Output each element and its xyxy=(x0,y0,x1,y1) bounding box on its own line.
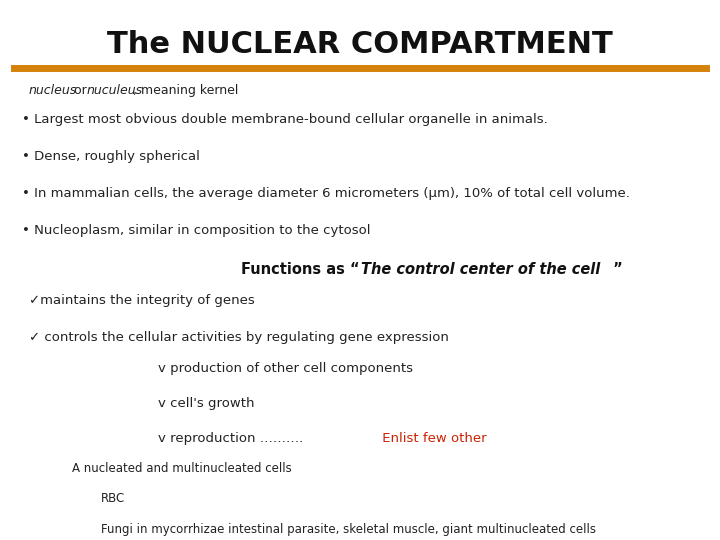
Text: ✓ controls the cellular activities by regulating gene expression: ✓ controls the cellular activities by re… xyxy=(29,331,449,344)
Text: Fungi in mycorrhizae intestinal parasite, skeletal muscle, giant multinucleated : Fungi in mycorrhizae intestinal parasite… xyxy=(101,523,596,536)
Text: • In mammalian cells, the average diameter 6 micrometers (μm), 10% of total cell: • In mammalian cells, the average diamet… xyxy=(22,187,629,200)
Text: ”: ” xyxy=(608,262,623,277)
Text: Enlist few other: Enlist few other xyxy=(378,432,487,445)
Text: Functions as “: Functions as “ xyxy=(241,262,360,277)
Text: • Dense, roughly spherical: • Dense, roughly spherical xyxy=(22,150,199,163)
Text: v production of other cell components: v production of other cell components xyxy=(158,362,413,375)
Text: v cell's growth: v cell's growth xyxy=(158,397,255,410)
Text: RBC: RBC xyxy=(101,492,125,505)
Text: A nucleated and multinucleated cells: A nucleated and multinucleated cells xyxy=(72,462,292,475)
Text: ✓maintains the integrity of genes: ✓maintains the integrity of genes xyxy=(29,294,255,307)
Text: v reproduction ……….: v reproduction ………. xyxy=(158,432,304,445)
Text: nucleus: nucleus xyxy=(29,84,77,97)
Text: or: or xyxy=(70,84,91,97)
Text: • Nucleoplasm, similar in composition to the cytosol: • Nucleoplasm, similar in composition to… xyxy=(22,224,370,237)
Text: The control center of the cell: The control center of the cell xyxy=(361,262,600,277)
Text: The NUCLEAR COMPARTMENT: The NUCLEAR COMPARTMENT xyxy=(107,30,613,59)
Text: , meaning kernel: , meaning kernel xyxy=(133,84,238,97)
Text: nuculeus: nuculeus xyxy=(86,84,143,97)
Text: • Largest most obvious double membrane-bound cellular organelle in animals.: • Largest most obvious double membrane-b… xyxy=(22,113,547,126)
